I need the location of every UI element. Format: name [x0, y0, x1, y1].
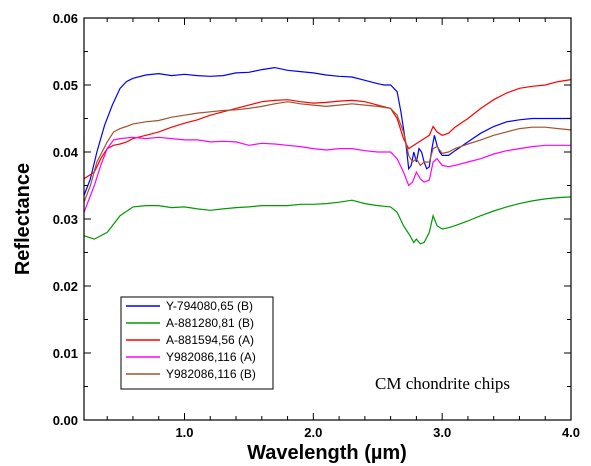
y-tick-label: 0.00 — [53, 413, 78, 428]
series-line-1 — [83, 66, 571, 196]
x-tick-label: 2.0 — [304, 425, 322, 440]
y-tick-label: 0.05 — [53, 78, 78, 93]
y-tick-label: 0.06 — [53, 11, 78, 26]
legend-label-5: Y982086,116 (B) — [166, 367, 256, 381]
series-line-4 — [83, 136, 571, 213]
legend-label-3: A-881594,56 (A) — [166, 333, 254, 347]
x-axis-title: Wavelength (µm) — [247, 442, 407, 464]
annotation-label: CM chondrite chips — [375, 374, 510, 393]
legend-entries: Y-794080,65 (B) A-881280,81 (B) A-881594,5… — [126, 299, 256, 381]
y-tick-label: 0.02 — [53, 279, 78, 294]
legend-label-1: Y-794080,65 (B) — [166, 299, 253, 313]
y-axis-title: Reflectance — [12, 163, 34, 275]
x-tick-label: 4.0 — [562, 425, 580, 440]
x-tick-label: 3.0 — [433, 425, 451, 440]
legend-label-2: A-881280,81 (B) — [166, 316, 254, 330]
series-line-5 — [83, 101, 572, 203]
y-tick-label: 0.03 — [53, 212, 78, 227]
series-line-3 — [83, 79, 572, 180]
ticks-layer: 1.0 2.0 3.0 4.0 0.00 0.01 0.02 0.03 0.04 0.05 0.06 — [53, 11, 580, 440]
legend-label-4: Y982086,116 (A) — [166, 350, 256, 364]
series-layer — [83, 66, 572, 245]
y-tick-label: 0.01 — [53, 346, 78, 361]
legend: Y-794080,65 (B) A-881280,81 (B) A-881594,5… — [120, 296, 274, 390]
x-tick-label: 1.0 — [175, 425, 193, 440]
series-line-2 — [83, 196, 572, 245]
y-tick-label: 0.04 — [53, 145, 79, 160]
